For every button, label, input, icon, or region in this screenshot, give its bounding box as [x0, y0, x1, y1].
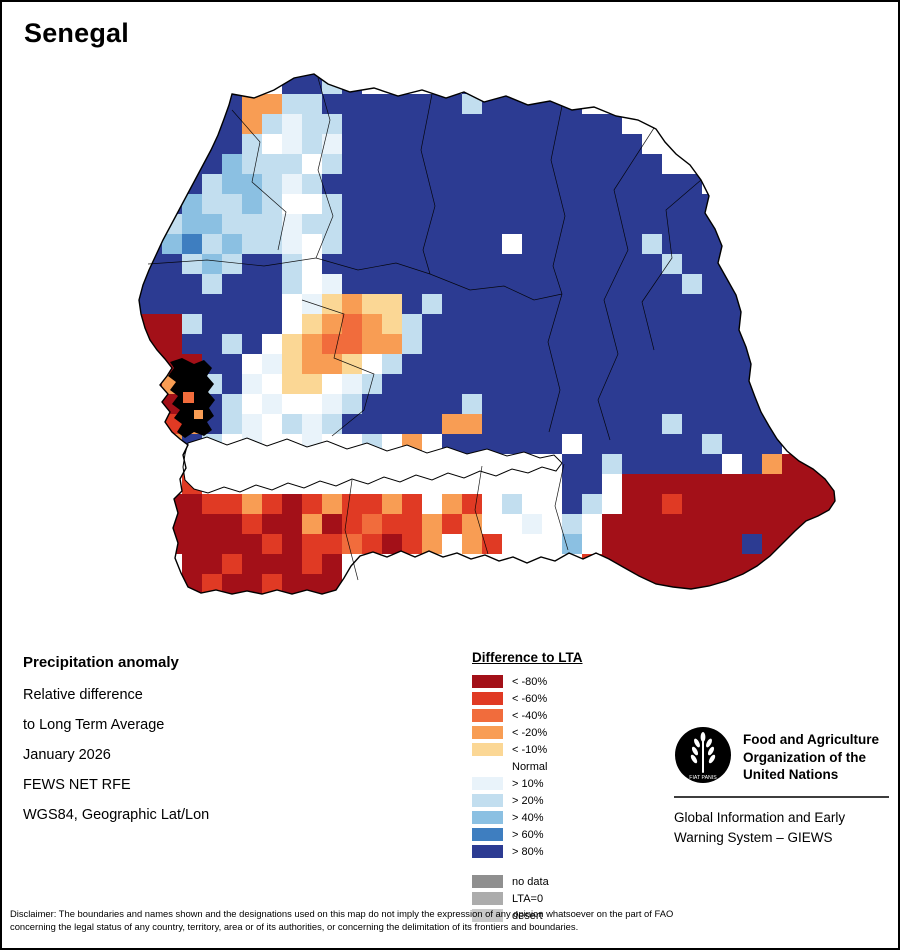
info-heading: Precipitation anomaly [23, 654, 179, 671]
info-line: to Long Term Average [23, 717, 165, 733]
legend-item: < -40% [472, 707, 583, 724]
legend-swatch [472, 794, 503, 807]
legend-swatch [472, 892, 503, 905]
legend-item: no data [472, 873, 583, 890]
fao-logo-icon: FIAT PANIS [675, 727, 731, 783]
legend-label: < -40% [512, 709, 548, 722]
giews-line: Global Information and Early [674, 810, 846, 825]
disclaimer: Disclaimer: The boundaries and names sho… [10, 907, 898, 933]
fao-logo-motto: FIAT PANIS [689, 775, 717, 781]
legend-gap [472, 860, 583, 873]
info-line: FEWS NET RFE [23, 777, 131, 793]
fao-header: FIAT PANIS Food and Agriculture Organiza… [674, 726, 889, 784]
legend-swatch [472, 743, 503, 756]
legend-label: < -60% [512, 692, 548, 705]
legend-swatch [472, 675, 503, 688]
info-line: Relative difference [23, 687, 143, 703]
legend-swatch [472, 777, 503, 790]
legend-swatch [472, 760, 503, 773]
legend-item: < -10% [472, 741, 583, 758]
legend-label: > 20% [512, 794, 544, 807]
legend-swatch [472, 828, 503, 841]
legend-item: > 40% [472, 809, 583, 826]
legend-title: Difference to LTA [472, 650, 583, 665]
legend-label: < -80% [512, 675, 548, 688]
legend-item: < -80% [472, 673, 583, 690]
fao-org-line: United Nations [743, 767, 839, 782]
legend-swatch [472, 845, 503, 858]
legend-swatch [472, 811, 503, 824]
legend-item: > 20% [472, 792, 583, 809]
giews-name: Global Information and Early Warning Sys… [674, 808, 889, 847]
legend-label: Normal [512, 760, 548, 773]
legend: Difference to LTA < -80% < -60% < -40% <… [472, 650, 583, 924]
legend-label: > 40% [512, 811, 544, 824]
map-info-block: Precipitation anomaly Relative differenc… [23, 654, 209, 837]
legend-label: < -10% [512, 743, 548, 756]
legend-label: > 80% [512, 845, 544, 858]
fao-org-line: Organization of the [743, 749, 866, 765]
legend-swatch [472, 726, 503, 739]
fao-org-line: Food and Agriculture [743, 732, 879, 747]
legend-label: > 60% [512, 828, 544, 841]
legend-label: desert [512, 909, 543, 922]
fao-org-name: Food and Agriculture Organization of the… [743, 726, 879, 784]
legend-item: < -20% [472, 724, 583, 741]
legend-item: > 80% [472, 843, 583, 860]
legend-item: desert [472, 907, 583, 924]
divider [674, 796, 889, 798]
legend-item: LTA=0 [472, 890, 583, 907]
legend-swatch [472, 692, 503, 705]
legend-item: > 10% [472, 775, 583, 792]
disclaimer-line: Disclaimer: The boundaries and names sho… [10, 908, 674, 919]
legend-item: < -60% [472, 690, 583, 707]
legend-item: Normal [472, 758, 583, 775]
legend-swatch [472, 909, 503, 922]
info-line: January 2026 [23, 747, 111, 763]
legend-item: > 60% [472, 826, 583, 843]
disclaimer-line: concerning the legal status of any count… [10, 921, 579, 932]
page-title: Senegal [24, 18, 129, 48]
giews-line: Warning System – GIEWS [674, 829, 833, 845]
legend-label: < -20% [512, 726, 548, 739]
fao-block: FIAT PANIS Food and Agriculture Organiza… [674, 726, 889, 847]
legend-swatch [472, 875, 503, 888]
legend-label: > 10% [512, 777, 544, 790]
legend-label: no data [512, 875, 549, 888]
legend-swatch [472, 709, 503, 722]
info-line: WGS84, Geographic Lat/Lon [23, 807, 210, 823]
legend-label: LTA=0 [512, 892, 544, 905]
